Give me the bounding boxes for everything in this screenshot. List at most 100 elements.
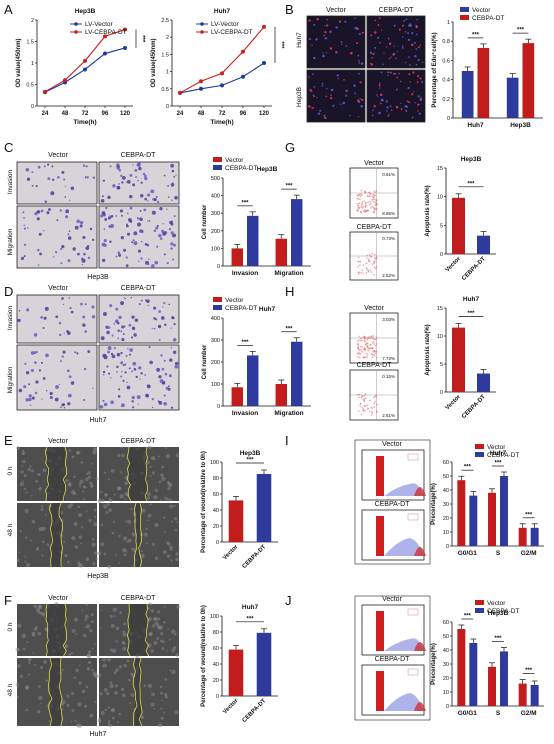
- chart-b-sig-label: ***: [517, 28, 525, 34]
- d-image-invasion-cebpa-cell: [122, 325, 126, 328]
- chart-d-sig-label: ***: [241, 340, 249, 346]
- h-flow-vector-event: [373, 354, 375, 356]
- h-flow-vector-event: [365, 344, 368, 346]
- h-flow-vector-event: [363, 338, 366, 340]
- h-flow-vector-event: [375, 336, 378, 339]
- c-image-migration-cebpa-cell: [103, 228, 106, 230]
- e-image-48h-vector-cell: [29, 539, 33, 542]
- edu-image-huh7-cebpa-nucleus: [383, 52, 385, 54]
- d-image-invasion-cebpa-cell: [146, 299, 150, 303]
- chart-f-ylabel: Percentage of wound(relative to 0h): [201, 605, 207, 707]
- d-image-migration-vector-cell: [33, 351, 37, 355]
- h-flow-vector-event: [365, 342, 368, 345]
- j-cycle-cebpa-g1-peak: [376, 671, 384, 711]
- h-flow-vector-event: [365, 352, 368, 355]
- f-image-48h-vector-cell: [17, 664, 21, 668]
- d-image-migration-vector-cell: [63, 407, 66, 409]
- h-flow-cebpa-event: [362, 408, 365, 411]
- e-image-0h-cebpa-cell: [158, 480, 162, 484]
- e-image-0h-cebpa-cell: [147, 496, 151, 500]
- d-image-invasion-cebpa-cell: [138, 302, 141, 306]
- h-flow-vector-event: [366, 346, 369, 348]
- e-image-48h-cebpa-cell: [140, 549, 144, 553]
- chart-f-ytick-label: 40: [213, 662, 219, 668]
- e-image-48h-vector-cell: [38, 526, 43, 532]
- h-flow-cebpa-event: [376, 403, 378, 406]
- c-image-migration-cebpa-cell: [129, 206, 133, 210]
- c-image-migration-vector-cell: [38, 232, 42, 236]
- i-label-cebpa: CEBPA-DT: [375, 501, 411, 508]
- edu-image-hep3b-vector-nucleus: [330, 94, 332, 97]
- i-cycle-cebpa: [361, 509, 426, 561]
- edu-image-huh7-cebpa-nucleus: [374, 47, 377, 49]
- c-image-invasion-vector-cell: [44, 200, 48, 204]
- h-flow-cebpa-event: [371, 411, 373, 413]
- chart-a2-point: [241, 49, 245, 54]
- chart-c-sig-label: ***: [285, 184, 293, 190]
- chart-a1-ytick-label: 2: [31, 18, 34, 24]
- d-image-invasion-cebpa-cell: [118, 315, 122, 320]
- h-flow-cebpa-event: [363, 398, 366, 400]
- h-flow-vector-event: [373, 349, 376, 352]
- e-image-0h-vector-cell: [23, 487, 26, 490]
- edu-image-huh7-cebpa-nucleus: [396, 50, 399, 53]
- edu-image-hep3b-cebpa-nucleus: [406, 100, 409, 103]
- c-image-migration-cebpa-cell: [115, 215, 118, 217]
- edu-image-hep3b-cebpa-nucleus: [378, 87, 381, 89]
- f-image-48h-vector-cell: [91, 668, 94, 672]
- f-image-0h-cebpa-cell: [147, 607, 150, 610]
- edu-image-huh7-cebpa-nucleus: [388, 57, 391, 60]
- edu-image-hep3b-vector-nucleus: [313, 85, 316, 88]
- d-image-migration-cebpa-cell: [149, 360, 153, 365]
- e-image-0h-cebpa-cell: [161, 465, 164, 469]
- d-image-invasion-vector-cell: [17, 318, 21, 323]
- i-cycle-vector-legend-box: [407, 453, 419, 461]
- d-image-migration-vector-cell: [28, 397, 32, 402]
- e-image-0h-cebpa-cell: [110, 468, 115, 473]
- h-flow-vector-event: [369, 337, 372, 340]
- edu-image-hep3b-cebpa-nucleus: [414, 101, 416, 104]
- g-flow-cebpa-event: [360, 271, 362, 274]
- h-flow-cebpa-event: [356, 393, 359, 396]
- d-image-invasion-vector-cell: [42, 327, 45, 329]
- f-image-48h-cebpa-wound-edge: [132, 657, 138, 727]
- f-image-48h-vector-cell: [78, 664, 81, 667]
- d-image-migration-cebpa-cell: [168, 374, 172, 378]
- f-image-48h-cebpa-cell: [114, 684, 118, 688]
- edu-image-huh7-vector-nucleus: [356, 27, 359, 30]
- chart-f-ytick-label: 20: [213, 678, 219, 684]
- c-image-migration-cebpa-cell: [139, 217, 143, 222]
- f-image-48h-vector-cell: [74, 720, 77, 723]
- e-image-0h-cebpa-cell: [153, 495, 158, 500]
- c-image-migration-cebpa-cell: [148, 220, 151, 222]
- g-flow-vector-event: [358, 202, 361, 205]
- e-image-48h-cebpa-cell: [118, 561, 121, 564]
- chart-a2-series-line: [179, 26, 265, 94]
- c-image-invasion-vector-cell: [37, 165, 41, 169]
- c-image-invasion-cebpa-cell: [100, 198, 105, 203]
- h-flow-vector-event: [363, 347, 366, 349]
- c-image-migration-vector-cell: [23, 255, 26, 258]
- edu-image-hep3b-vector-nucleus: [317, 112, 321, 115]
- h-flow-cebpa-event: [369, 399, 371, 402]
- chart-i-bar: [518, 527, 527, 546]
- c-image-migration-vector-cell: [39, 252, 43, 256]
- c-image-migration-cebpa-cell: [173, 215, 176, 217]
- c-image-invasion-cebpa-cell: [136, 163, 141, 167]
- e-image-48h-vector-cell: [40, 507, 44, 512]
- d-image-invasion-cebpa-cell: [147, 304, 149, 307]
- edu-image-huh7-vector-nucleus: [323, 55, 325, 57]
- chart-j-sig-label: ***: [494, 636, 502, 642]
- g-flow-vector: Vector 0.61% 8.86%: [349, 160, 399, 219]
- d-image-invasion-vector-cell: [59, 333, 62, 337]
- edu-image-hep3b-cebpa-nucleus: [395, 88, 398, 91]
- f-col-label-cebpa: CEBPA-DT: [121, 595, 157, 602]
- chart-f-xtick-label: CEBPA-DT: [242, 698, 268, 724]
- d-image-migration-cebpa-cell: [167, 387, 171, 391]
- d-image-migration-cebpa-cell: [151, 398, 154, 401]
- chart-d-title: Huh7: [259, 306, 276, 313]
- c-image-migration-cebpa-cell: [101, 258, 106, 262]
- chart-j-bar: [488, 666, 496, 706]
- c-image-migration-cebpa-cell: [170, 231, 174, 235]
- edu-image-hep3b-vector-nucleus: [342, 101, 346, 105]
